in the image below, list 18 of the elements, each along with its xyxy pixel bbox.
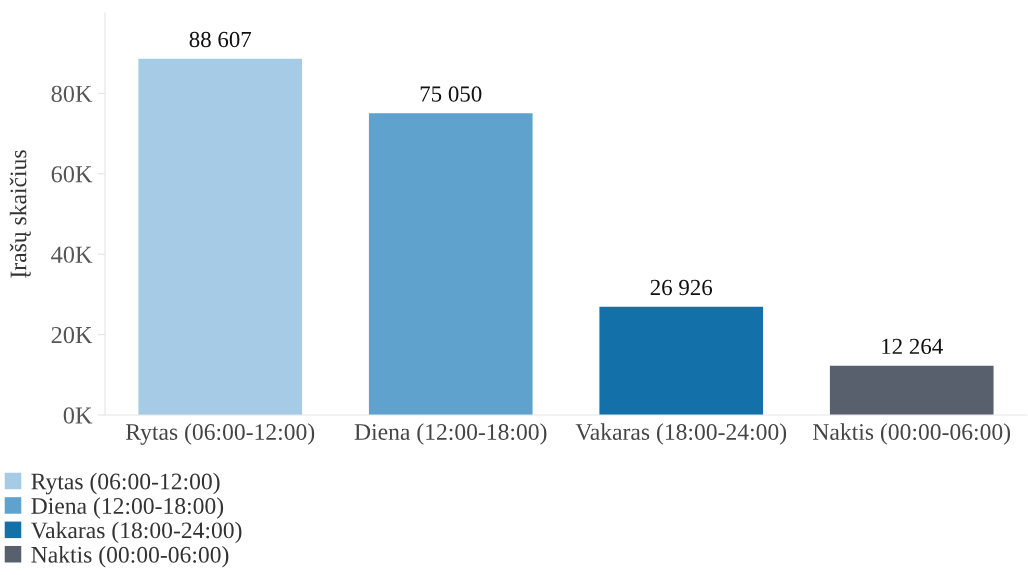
text: 88 607 <box>189 31 252 48</box>
legend-label: Naktis (00:00-06:00) <box>31 546 229 568</box>
x-tick-label: Diena (12:00-18:00) <box>354 423 547 445</box>
x-tick-label: Rytas (06:00-12:00) <box>125 423 315 445</box>
legend-label: Rytas (06:00-12:00) <box>31 472 220 495</box>
y-tick-label: 40K <box>51 246 93 263</box>
text: 12 264 <box>882 338 943 355</box>
y-tick-label: 80K <box>51 85 93 103</box>
text: 26 926 <box>650 279 713 296</box>
y-tick-label: 60K <box>51 166 93 183</box>
y-tick-label: 20K <box>51 326 93 344</box>
y-axis-title: Įrašų skaičius <box>9 150 31 278</box>
legend-label: Diena (12:00-18:00) <box>31 497 224 519</box>
x-tick-label: Vakaras (18:00-24:00) <box>575 423 787 445</box>
legend-label: Vakaras (18:00-24:00) <box>30 521 242 544</box>
x-tick-label: Naktis (00:00-06:00) <box>813 423 1011 445</box>
text: 75 050 <box>420 86 482 102</box>
y-tick-label: 0K <box>63 407 93 424</box>
